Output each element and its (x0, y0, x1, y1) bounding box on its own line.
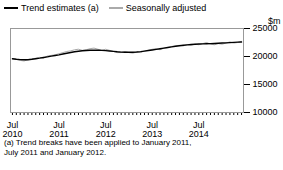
svg-text:25000: 25000 (252, 23, 278, 34)
html-text:(a) Trend breaks have been app: (a) Trend breaks have been applied to Ja… (4, 138, 192, 157)
svg-text:Jul2012: Jul2012 (96, 120, 116, 138)
svg-text:$m: $m (268, 16, 281, 26)
html-text:Seasonally adjusted: Seasonally adjusted (125, 3, 207, 13)
svg-text:Jul2011: Jul2011 (49, 120, 68, 138)
svg-text:20000: 20000 (253, 51, 278, 61)
html-text:Trend estimates (a): Trend estimates (a) (21, 3, 99, 13)
svg-text:15000: 15000 (253, 79, 278, 89)
svg-text:Jul2014: Jul2014 (189, 120, 209, 138)
svg-text:Jul2013: Jul2013 (142, 120, 162, 138)
svg-text:10000: 10000 (253, 107, 278, 117)
svg-text:Jul2010: Jul2010 (2, 120, 22, 138)
